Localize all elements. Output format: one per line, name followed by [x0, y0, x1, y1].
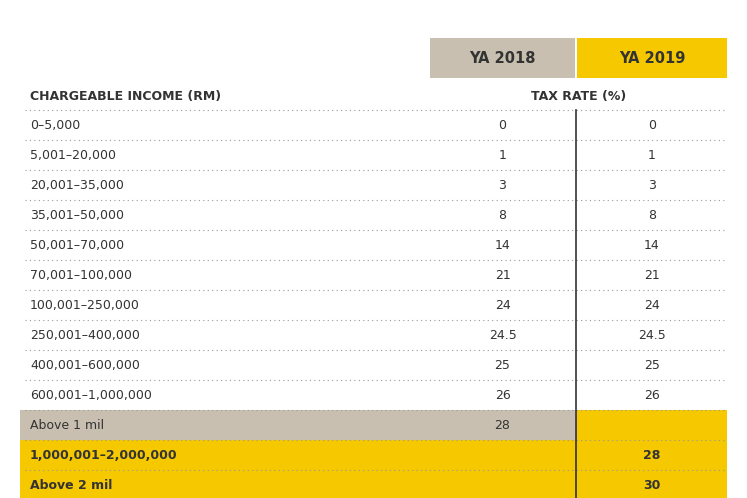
Text: 3: 3	[498, 178, 506, 192]
Text: YA 2019: YA 2019	[619, 50, 685, 66]
Text: 8: 8	[648, 209, 656, 222]
Text: 400,001–600,000: 400,001–600,000	[30, 359, 140, 372]
Text: 600,001–1,000,000: 600,001–1,000,000	[30, 388, 152, 401]
Text: 28: 28	[495, 418, 510, 431]
Text: 21: 21	[644, 268, 660, 281]
Bar	[577, 410, 727, 440]
Text: 1: 1	[498, 148, 506, 161]
Text: 5,001–20,000: 5,001–20,000	[30, 148, 116, 161]
Text: 250,001–400,000: 250,001–400,000	[30, 329, 140, 342]
Bar	[20, 440, 727, 470]
Text: 24.5: 24.5	[638, 329, 666, 342]
Bar	[20, 410, 727, 440]
Bar	[577, 38, 727, 78]
Text: YA 2018: YA 2018	[469, 50, 536, 66]
Text: Above 2 mil: Above 2 mil	[30, 479, 112, 492]
Text: 0: 0	[498, 119, 506, 131]
Text: 30: 30	[643, 479, 660, 492]
Text: 35,001–50,000: 35,001–50,000	[30, 209, 124, 222]
Text: 1,000,001–2,000,000: 1,000,001–2,000,000	[30, 449, 178, 462]
Text: 0–5,000: 0–5,000	[30, 119, 80, 131]
Text: 28: 28	[643, 449, 660, 462]
Text: Above 1 mil: Above 1 mil	[30, 418, 104, 431]
Text: 0: 0	[648, 119, 656, 131]
Text: CHARGEABLE INCOME (RM): CHARGEABLE INCOME (RM)	[30, 90, 221, 103]
Text: 14: 14	[644, 239, 660, 251]
Text: 3: 3	[648, 178, 656, 192]
Text: 24: 24	[495, 298, 510, 312]
Bar	[430, 38, 575, 78]
Text: TAX RATE (%): TAX RATE (%)	[531, 90, 626, 103]
Text: 1: 1	[648, 148, 656, 161]
Text: 26: 26	[495, 388, 510, 401]
Text: 20,001–35,000: 20,001–35,000	[30, 178, 124, 192]
Text: 24: 24	[644, 298, 660, 312]
Text: 25: 25	[644, 359, 660, 372]
Bar	[20, 470, 727, 498]
Text: 21: 21	[495, 268, 510, 281]
Text: 25: 25	[495, 359, 510, 372]
Text: 50,001–70,000: 50,001–70,000	[30, 239, 124, 251]
Text: 8: 8	[498, 209, 506, 222]
Text: 100,001–250,000: 100,001–250,000	[30, 298, 140, 312]
Text: 70,001–100,000: 70,001–100,000	[30, 268, 132, 281]
Text: 26: 26	[644, 388, 660, 401]
Text: 24.5: 24.5	[489, 329, 516, 342]
Text: 14: 14	[495, 239, 510, 251]
